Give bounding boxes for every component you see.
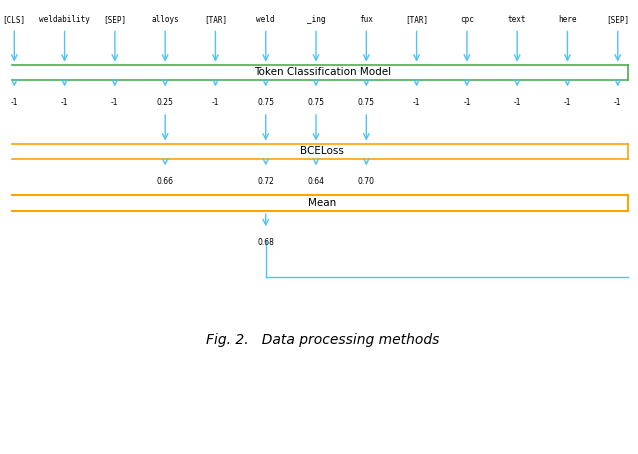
- Text: Token Classification Model: Token Classification Model: [254, 68, 391, 78]
- Text: weldability: weldability: [39, 15, 90, 24]
- Text: text: text: [508, 15, 526, 24]
- Text: 0.64: 0.64: [308, 178, 325, 186]
- Text: weld: weld: [256, 15, 275, 24]
- Text: here: here: [558, 15, 577, 24]
- Text: _ing: _ing: [307, 15, 325, 24]
- Text: -1: -1: [61, 99, 68, 108]
- Text: 0.72: 0.72: [257, 178, 274, 186]
- Text: -1: -1: [111, 99, 119, 108]
- Text: 0.68: 0.68: [257, 238, 274, 247]
- Text: -1: -1: [212, 99, 219, 108]
- Text: -1: -1: [514, 99, 521, 108]
- Text: 0.75: 0.75: [257, 99, 274, 108]
- Text: [SEP]: [SEP]: [103, 15, 126, 24]
- Text: Fig. 2.   Data processing methods: Fig. 2. Data processing methods: [205, 333, 439, 347]
- Text: fux: fux: [359, 15, 373, 24]
- Text: [CLS]: [CLS]: [3, 15, 26, 24]
- Text: -1: -1: [463, 99, 471, 108]
- Text: BCELoss: BCELoss: [300, 147, 345, 157]
- Text: 0.75: 0.75: [358, 99, 375, 108]
- Text: -1: -1: [11, 99, 18, 108]
- Text: 0.66: 0.66: [157, 178, 174, 186]
- Text: -1: -1: [614, 99, 621, 108]
- Text: [SEP]: [SEP]: [606, 15, 629, 24]
- Text: -1: -1: [413, 99, 420, 108]
- Text: [TAR]: [TAR]: [405, 15, 428, 24]
- Text: 0.70: 0.70: [358, 178, 375, 186]
- Text: Mean: Mean: [308, 198, 336, 208]
- FancyBboxPatch shape: [11, 64, 628, 80]
- Text: 0.75: 0.75: [308, 99, 325, 108]
- Text: -1: -1: [564, 99, 571, 108]
- Text: cpc: cpc: [460, 15, 474, 24]
- Text: 0.25: 0.25: [157, 99, 174, 108]
- Text: [TAR]: [TAR]: [204, 15, 227, 24]
- Text: alloys: alloys: [151, 15, 179, 24]
